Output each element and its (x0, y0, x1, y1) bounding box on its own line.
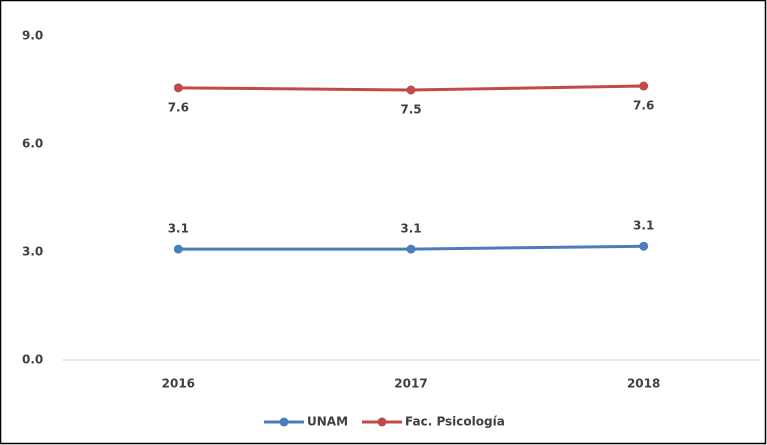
data-label: 7.5 (400, 103, 421, 117)
legend-marker (377, 417, 387, 427)
data-point (406, 85, 416, 95)
data-label: 3.1 (400, 222, 421, 236)
legend-label: UNAM (307, 415, 348, 429)
legend-label: Fac. Psicología (405, 415, 505, 429)
y-tick-label: 6.0 (22, 137, 43, 151)
y-tick-label: 9.0 (22, 29, 43, 43)
data-label: 3.1 (633, 219, 654, 233)
data-point (639, 241, 649, 251)
data-point (173, 83, 183, 93)
y-tick-label: 3.0 (22, 245, 43, 259)
data-label: 3.1 (168, 222, 189, 236)
data-point (639, 81, 649, 91)
data-point (406, 244, 416, 254)
data-label: 7.6 (633, 99, 654, 113)
data-label: 7.6 (168, 100, 189, 114)
y-tick-label: 0.0 (22, 353, 43, 367)
legend-marker (279, 417, 289, 427)
x-tick-label: 2017 (394, 377, 427, 391)
x-tick-label: 2016 (162, 377, 195, 391)
data-point (173, 244, 183, 254)
x-tick-label: 2018 (627, 377, 660, 391)
